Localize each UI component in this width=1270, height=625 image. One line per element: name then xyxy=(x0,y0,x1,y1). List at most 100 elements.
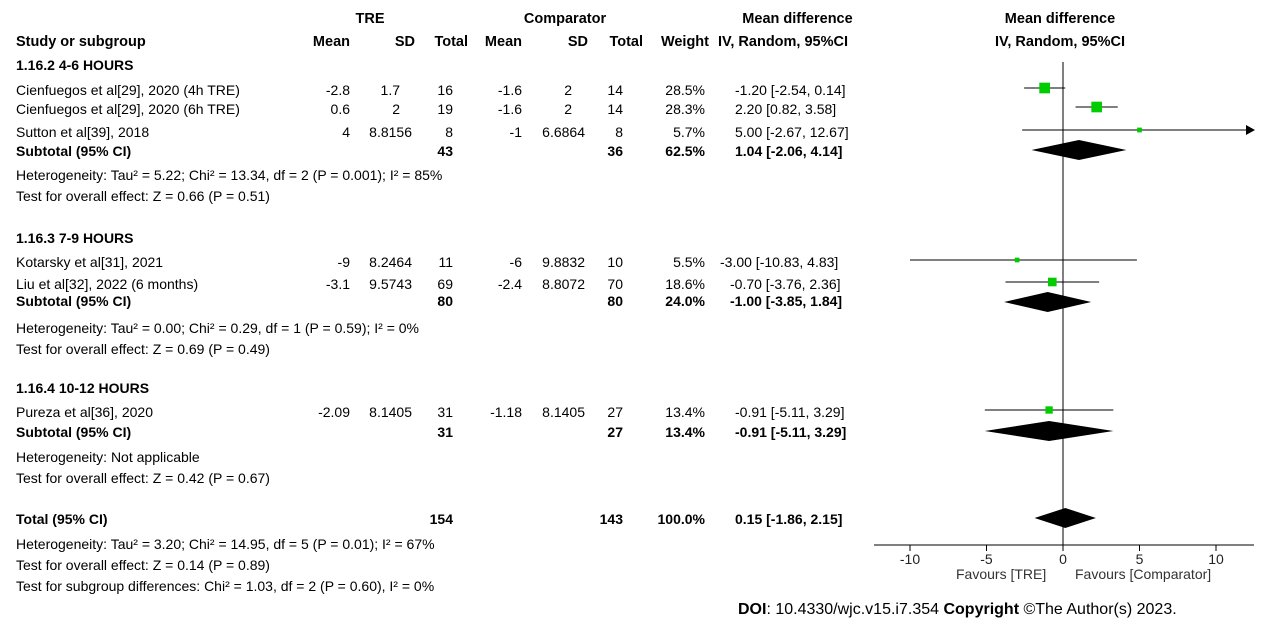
study-n2: 27 xyxy=(607,404,623,420)
study-ci: -0.91 [-5.11, 3.29] xyxy=(735,404,845,420)
study-sd1: 8.2464 xyxy=(369,254,412,270)
subtotal-n1: 80 xyxy=(437,293,453,309)
total-label: Total (95% CI) xyxy=(16,511,108,527)
study-sd1: 8.1405 xyxy=(369,404,412,420)
doi-footer: DOI: 10.4330/wjc.v15.i7.354 Copyright ©T… xyxy=(738,601,1177,619)
study-n2: 8 xyxy=(615,124,623,140)
study-point xyxy=(1047,277,1057,287)
study-n2: 10 xyxy=(607,254,623,270)
study-column-header: Study or subgroup xyxy=(16,34,146,50)
study-mean1: -2.09 xyxy=(318,404,350,420)
study-name: Cienfuegos et al[29], 2020 (4h TRE) xyxy=(16,82,240,98)
study-mean1: -9 xyxy=(337,254,350,270)
overall-effect-text: Test for overall effect: Z = 0.42 (P = 0… xyxy=(16,470,270,486)
x-tick-label: 0 xyxy=(1059,551,1067,567)
study-point xyxy=(1014,257,1020,263)
doi-value: : 10.4330/wjc.v15.i7.354 xyxy=(766,601,944,618)
study-n2: 70 xyxy=(607,276,623,292)
study-ci: 5.00 [-2.67, 12.67] xyxy=(735,124,849,140)
study-mean1: -2.8 xyxy=(325,82,350,98)
subgroup-title: 1.16.2 4-6 HOURS xyxy=(16,57,134,73)
total-overall-effect-text: Test for overall effect: Z = 0.14 (P = 0… xyxy=(16,557,270,573)
study-weight: 28.3% xyxy=(665,101,705,117)
study-name: Sutton et al[39], 2018 xyxy=(16,124,150,140)
study-weight: 28.5% xyxy=(665,82,705,98)
study-sd2: 8.8072 xyxy=(542,276,585,292)
mean1-header: Mean xyxy=(312,34,350,50)
forest-plot: -10 -5 0 5 10 xyxy=(874,62,1255,567)
study-sd2: 2 xyxy=(564,82,572,98)
total-weight: 100.0% xyxy=(657,511,705,527)
study-name: Cienfuegos et al[29], 2020 (6h TRE) xyxy=(16,101,240,117)
study-weight: 18.6% xyxy=(665,276,705,292)
subtotal-n2: 36 xyxy=(607,143,623,159)
x-tick-label: 10 xyxy=(1208,551,1224,567)
study-mean2: -6 xyxy=(509,254,522,270)
copyright-value: ©The Author(s) 2023. xyxy=(1019,601,1177,618)
total2-header: Total xyxy=(609,34,643,50)
ci-arrow xyxy=(1246,125,1255,135)
study-n1: 8 xyxy=(445,124,453,140)
overall-effect-text: Test for overall effect: Z = 0.66 (P = 0… xyxy=(16,188,270,204)
overall-effect-text: Test for overall effect: Z = 0.69 (P = 0… xyxy=(16,341,270,357)
favours-right-label: Favours [Comparator] xyxy=(1075,566,1212,582)
weight-header: Weight xyxy=(660,34,709,50)
subtotal-weight: 13.4% xyxy=(665,424,705,440)
total1-header: Total xyxy=(434,34,468,50)
total-ci: 0.15 [-1.86, 2.15] xyxy=(735,511,843,527)
study-n1: 16 xyxy=(437,82,453,98)
x-tick-label: -5 xyxy=(980,551,993,567)
study-ci: -0.70 [-3.76, 2.36] xyxy=(730,276,841,292)
subtotal-n1: 43 xyxy=(437,143,453,159)
study-ci: 2.20 [0.82, 3.58] xyxy=(735,101,837,117)
study-mean1: 0.6 xyxy=(330,101,350,117)
subtotal-n2: 27 xyxy=(607,424,623,440)
study-mean2: -1 xyxy=(509,124,522,140)
plot-title: Mean difference xyxy=(1004,11,1116,27)
total-heterogeneity-text: Heterogeneity: Tau² = 3.20; Chi² = 14.95… xyxy=(16,536,435,552)
study-mean2: -1.6 xyxy=(497,82,522,98)
study-point xyxy=(1091,101,1102,113)
favours-left-label: Favours [TRE] xyxy=(956,566,1047,582)
subtotal-weight: 62.5% xyxy=(665,143,705,159)
study-sd1: 2 xyxy=(392,101,400,117)
x-tick-label: -10 xyxy=(900,551,920,567)
study-mean2: -1.18 xyxy=(490,404,522,420)
study-name: Pureza et al[36], 2020 xyxy=(16,404,153,420)
study-n1: 19 xyxy=(437,101,453,117)
md-column-title: Mean difference xyxy=(742,11,853,27)
subgroup-title: 1.16.3 7-9 HOURS xyxy=(16,230,134,246)
subtotal-label: Subtotal (95% CI) xyxy=(16,143,132,159)
study-sd2: 8.1405 xyxy=(542,404,585,420)
subgroup-title: 1.16.4 10-12 HOURS xyxy=(16,380,150,396)
study-n1: 31 xyxy=(437,404,453,420)
subtotal-label: Subtotal (95% CI) xyxy=(16,293,132,309)
sd1-header: SD xyxy=(394,34,415,50)
study-mean1: -3.1 xyxy=(325,276,350,292)
copyright-label: Copyright xyxy=(943,601,1020,618)
study-weight: 13.4% xyxy=(665,404,705,420)
heterogeneity-text: Heterogeneity: Tau² = 0.00; Chi² = 0.29,… xyxy=(16,320,419,336)
study-mean2: -2.4 xyxy=(497,276,522,292)
md-column-subtitle: IV, Random, 95%CI xyxy=(718,34,849,50)
plot-subtitle: IV, Random, 95%CI xyxy=(994,34,1125,50)
summary-diamond xyxy=(1004,292,1092,312)
subtotal-ci: -0.91 [-5.11, 3.29] xyxy=(735,424,847,440)
mean2-header: Mean xyxy=(484,34,522,50)
subtotal-ci: -1.00 [-3.85, 1.84] xyxy=(730,293,843,309)
study-sd2: 9.8832 xyxy=(542,254,585,270)
subtotal-n2: 80 xyxy=(607,293,623,309)
study-sd2: 2 xyxy=(564,101,572,117)
study-ci: -1.20 [-2.54, 0.14] xyxy=(735,82,846,98)
study-n2: 14 xyxy=(607,82,623,98)
group1-header: TRE xyxy=(355,11,385,27)
subtotal-ci: 1.04 [-2.06, 4.14] xyxy=(735,143,843,159)
study-weight: 5.7% xyxy=(673,124,705,140)
total-n2: 143 xyxy=(599,511,623,527)
sd2-header: SD xyxy=(567,34,588,50)
heterogeneity-text: Heterogeneity: Tau² = 5.22; Chi² = 13.34… xyxy=(16,167,443,183)
study-name: Liu et al[32], 2022 (6 months) xyxy=(16,276,199,292)
group2-header: Comparator xyxy=(523,11,607,27)
x-tick-label: 5 xyxy=(1136,551,1144,567)
summary-diamond xyxy=(984,421,1114,441)
